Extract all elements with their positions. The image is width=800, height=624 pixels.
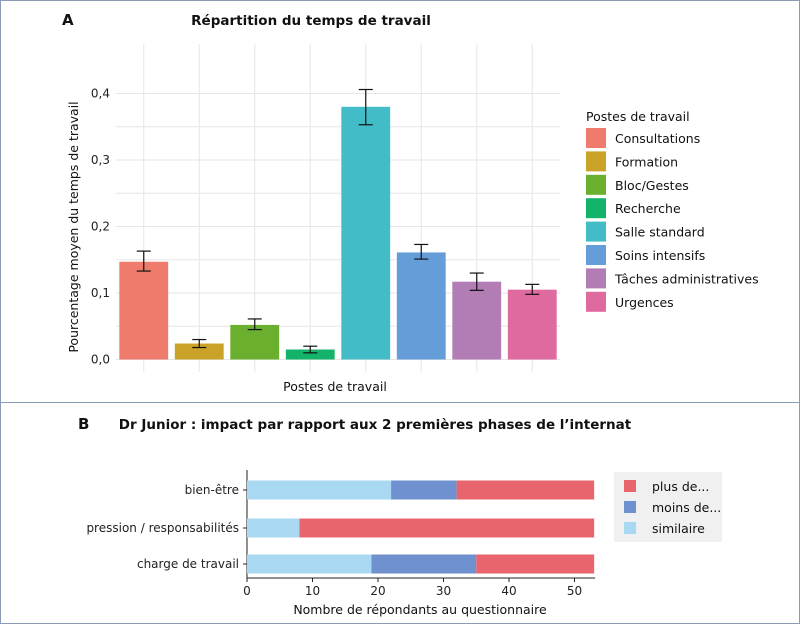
bar-1 (119, 261, 169, 360)
bar-3 (230, 324, 280, 360)
panel-b-letter: B (78, 415, 89, 433)
bar-segment (371, 554, 477, 574)
legend-label: Soins intensifs (615, 248, 705, 263)
x-tick-label: 40 (501, 584, 516, 598)
y-tick-label: 0,2 (91, 220, 110, 234)
panel-a-y-axis-label: Pourcentage moyen du temps de travail (66, 101, 81, 352)
bar-segment (247, 518, 300, 538)
legend-key (624, 501, 636, 513)
legend-label: Tâches administratives (614, 271, 759, 286)
legend-label: moins de... (652, 500, 721, 515)
legend-label: Salle standard (615, 225, 705, 240)
x-tick-label: 20 (370, 584, 385, 598)
legend-key (586, 268, 606, 289)
bar-segment (456, 480, 595, 500)
y-tick-label: 0,4 (91, 87, 110, 101)
legend-label: Urgences (615, 295, 674, 310)
panel-a-chart: A Répartition du temps de travail 0,0 0,1… (62, 11, 759, 394)
x-tick-label: 50 (567, 584, 582, 598)
legend-label: similaire (652, 521, 705, 536)
x-tick-label: 10 (305, 584, 320, 598)
panel-a-legend-title: Postes de travail (586, 109, 690, 124)
bar-6 (396, 252, 446, 360)
category-label: pression / responsabilités (86, 521, 239, 535)
panel-b-title: Dr Junior : impact par rapport aux 2 pre… (119, 417, 632, 433)
x-tick-label: 0 (243, 584, 251, 598)
legend-label: Recherche (615, 201, 681, 216)
panel-a-letter: A (62, 11, 74, 29)
bar-4 (285, 349, 335, 360)
bar-segment (391, 480, 457, 500)
bar-8 (507, 289, 557, 360)
y-tick-label: 0,0 (91, 353, 110, 367)
legend-key (586, 198, 606, 219)
category-label: bien-être (185, 483, 239, 497)
legend-label: Consultations (615, 131, 700, 146)
legend-key (586, 174, 606, 195)
y-tick-label: 0,3 (91, 153, 110, 167)
bar-segment (247, 554, 372, 574)
legend-key (586, 151, 606, 172)
legend-key (586, 221, 606, 242)
legend-label: Formation (615, 154, 678, 169)
bar-segment (247, 480, 392, 500)
panel-divider (0, 402, 800, 403)
panel-b-x-axis-label: Nombre de répondants au questionnaire (293, 602, 547, 617)
legend-key (624, 480, 636, 492)
panel-a-x-axis-label: Postes de travail (283, 379, 387, 394)
bar-5 (341, 106, 391, 360)
legend-key (586, 291, 606, 312)
legend-label: plus de... (652, 479, 709, 494)
panel-a-title: Répartition du temps de travail (191, 13, 431, 29)
category-label: charge de travail (137, 557, 239, 571)
legend-key (586, 128, 606, 148)
x-tick-label: 30 (436, 584, 451, 598)
bar-2 (174, 343, 224, 360)
legend-label: Bloc/Gestes (615, 178, 689, 193)
y-tick-label: 0,1 (91, 286, 110, 300)
bar-segment (476, 554, 595, 574)
bar-7 (452, 281, 502, 360)
legend-key (586, 245, 606, 265)
bar-segment (299, 518, 595, 538)
legend-key (624, 522, 636, 534)
